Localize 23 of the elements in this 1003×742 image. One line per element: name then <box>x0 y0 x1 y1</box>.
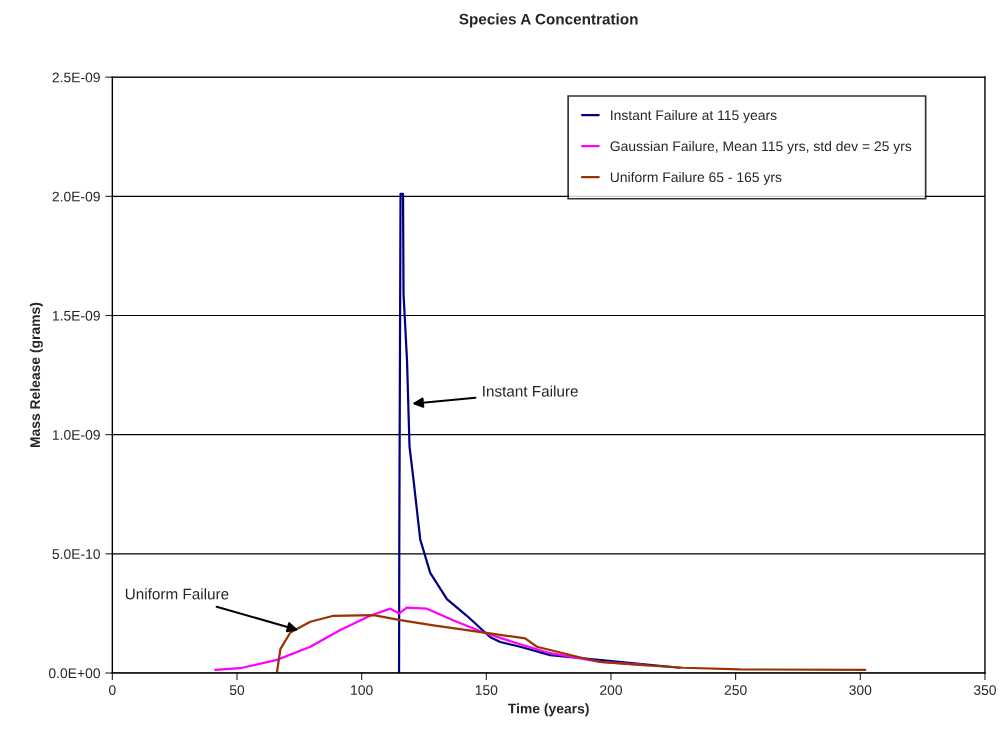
y-tick-label: 1.5E-09 <box>52 310 100 321</box>
x-tick-label: 0 <box>109 685 116 695</box>
x-tick-label: 150 <box>475 685 498 695</box>
y-tick-label: 2.0E-09 <box>52 191 100 202</box>
legend-label: Gaussian Failure, Mean 115 yrs, std dev = 25 yrs <box>610 140 912 154</box>
y-axis-title: Mass Release (grams) <box>29 302 43 448</box>
line-series <box>275 613 867 673</box>
x-tick-label: 100 <box>351 685 373 695</box>
annotation: Instant Failure <box>483 385 578 397</box>
y-tick-label: 0.0E+00 <box>48 668 100 679</box>
legend-label: Uniform Failure 65 - 165 yrs <box>610 171 782 185</box>
x-tick-label: 50 <box>229 685 245 695</box>
y-tick-label: 5.0E-10 <box>52 549 100 559</box>
chart-title: Species A Concentration <box>459 13 638 28</box>
x-tick-label: 300 <box>849 685 872 695</box>
x-tick-label: 200 <box>600 685 623 695</box>
annotation: Uniform Failure <box>125 588 229 600</box>
legend-label: Instant Failure at 115 years <box>611 109 777 123</box>
x-axis-title: Time (years) <box>508 703 589 717</box>
x-tick-label: 350 <box>973 685 996 695</box>
x-tick-label: 250 <box>724 685 747 695</box>
y-tick-label: 2.5E-09 <box>52 72 100 83</box>
y-tick-label: 1.0E-09 <box>52 430 100 440</box>
